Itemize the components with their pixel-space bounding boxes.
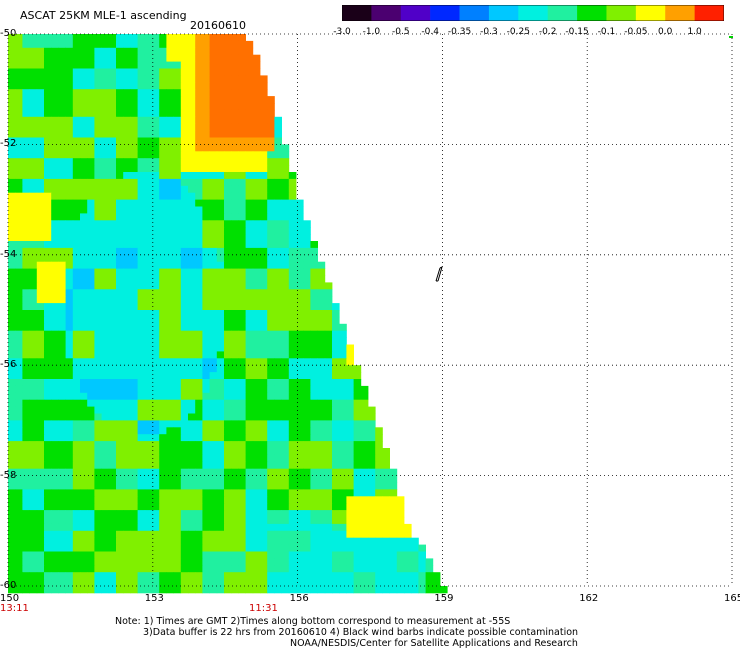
lat-label: -56	[0, 359, 17, 371]
colorbar-box	[488, 5, 519, 21]
colorbar-box	[371, 5, 402, 21]
swath-map	[7, 33, 733, 594]
colorbar-label: -3.0	[333, 27, 351, 37]
lon-label: 162	[579, 593, 599, 604]
colorbar-labels: -3.0 -1.0 -0.5 -0.4 -0.35 -0.3 -0.25 -0.2 -0.15-…	[330, 27, 730, 39]
colorbar-box	[665, 5, 695, 21]
colorbar-label: -0.05	[624, 27, 648, 37]
note-line-1: Note: 1) Times are GMT 2)Times along bot…	[115, 616, 511, 627]
colorbar-label: 0.0	[658, 27, 673, 37]
lat-label: -58	[0, 469, 17, 481]
colorbar-box	[342, 5, 372, 21]
lon-label: 159	[434, 593, 454, 604]
colorbar-box	[400, 5, 431, 21]
swath-cells	[8, 34, 448, 594]
lon-label: 156	[289, 593, 309, 604]
note-line-2: 3)Data buffer is 22 hrs from 20160610 4)…	[143, 627, 579, 638]
colorbar-box	[430, 5, 460, 21]
lat-label: -52	[0, 138, 17, 150]
wind-barb-icon	[435, 266, 443, 282]
colorbar-label: -0.3	[480, 27, 498, 37]
colorbar-box	[459, 5, 490, 21]
colorbar-label: 1.0	[687, 27, 702, 37]
colorbar	[342, 5, 724, 21]
colorbar-box	[518, 5, 548, 21]
lon-label: 165	[724, 593, 740, 604]
colorbar-label: -0.25	[506, 27, 530, 37]
lat-label: -50	[0, 28, 17, 39]
colorbar-label: -0.15	[565, 27, 589, 37]
colorbar-box	[577, 5, 607, 21]
map-grid	[7, 33, 733, 587]
time-label: 11:31	[249, 603, 278, 614]
colorbar-label: -0.2	[538, 27, 557, 37]
green-tick-mark	[729, 36, 733, 38]
lat-label: -60	[0, 580, 17, 591]
note-line-3: NOAA/NESDIS/Center for Satellite Applica…	[290, 638, 578, 649]
colorbar-box	[547, 5, 578, 21]
time-label: 13:11	[0, 603, 29, 614]
lon-label: 153	[144, 593, 164, 604]
colorbar-label: -0.1	[597, 27, 616, 37]
lat-label: -54	[0, 248, 17, 260]
colorbar-box	[606, 5, 637, 21]
lon-label: 150	[0, 593, 20, 604]
chart-date: 20160610	[190, 19, 246, 32]
colorbar-label: -0.4	[421, 27, 439, 37]
colorbar-box	[694, 5, 724, 21]
colorbar-label: -1.0	[362, 27, 381, 37]
chart-title: ASCAT 25KM MLE-1 ascending	[20, 9, 187, 22]
colorbar-box	[635, 5, 666, 21]
colorbar-label: -0.35	[447, 27, 472, 37]
colorbar-label: -0.5	[391, 27, 410, 37]
